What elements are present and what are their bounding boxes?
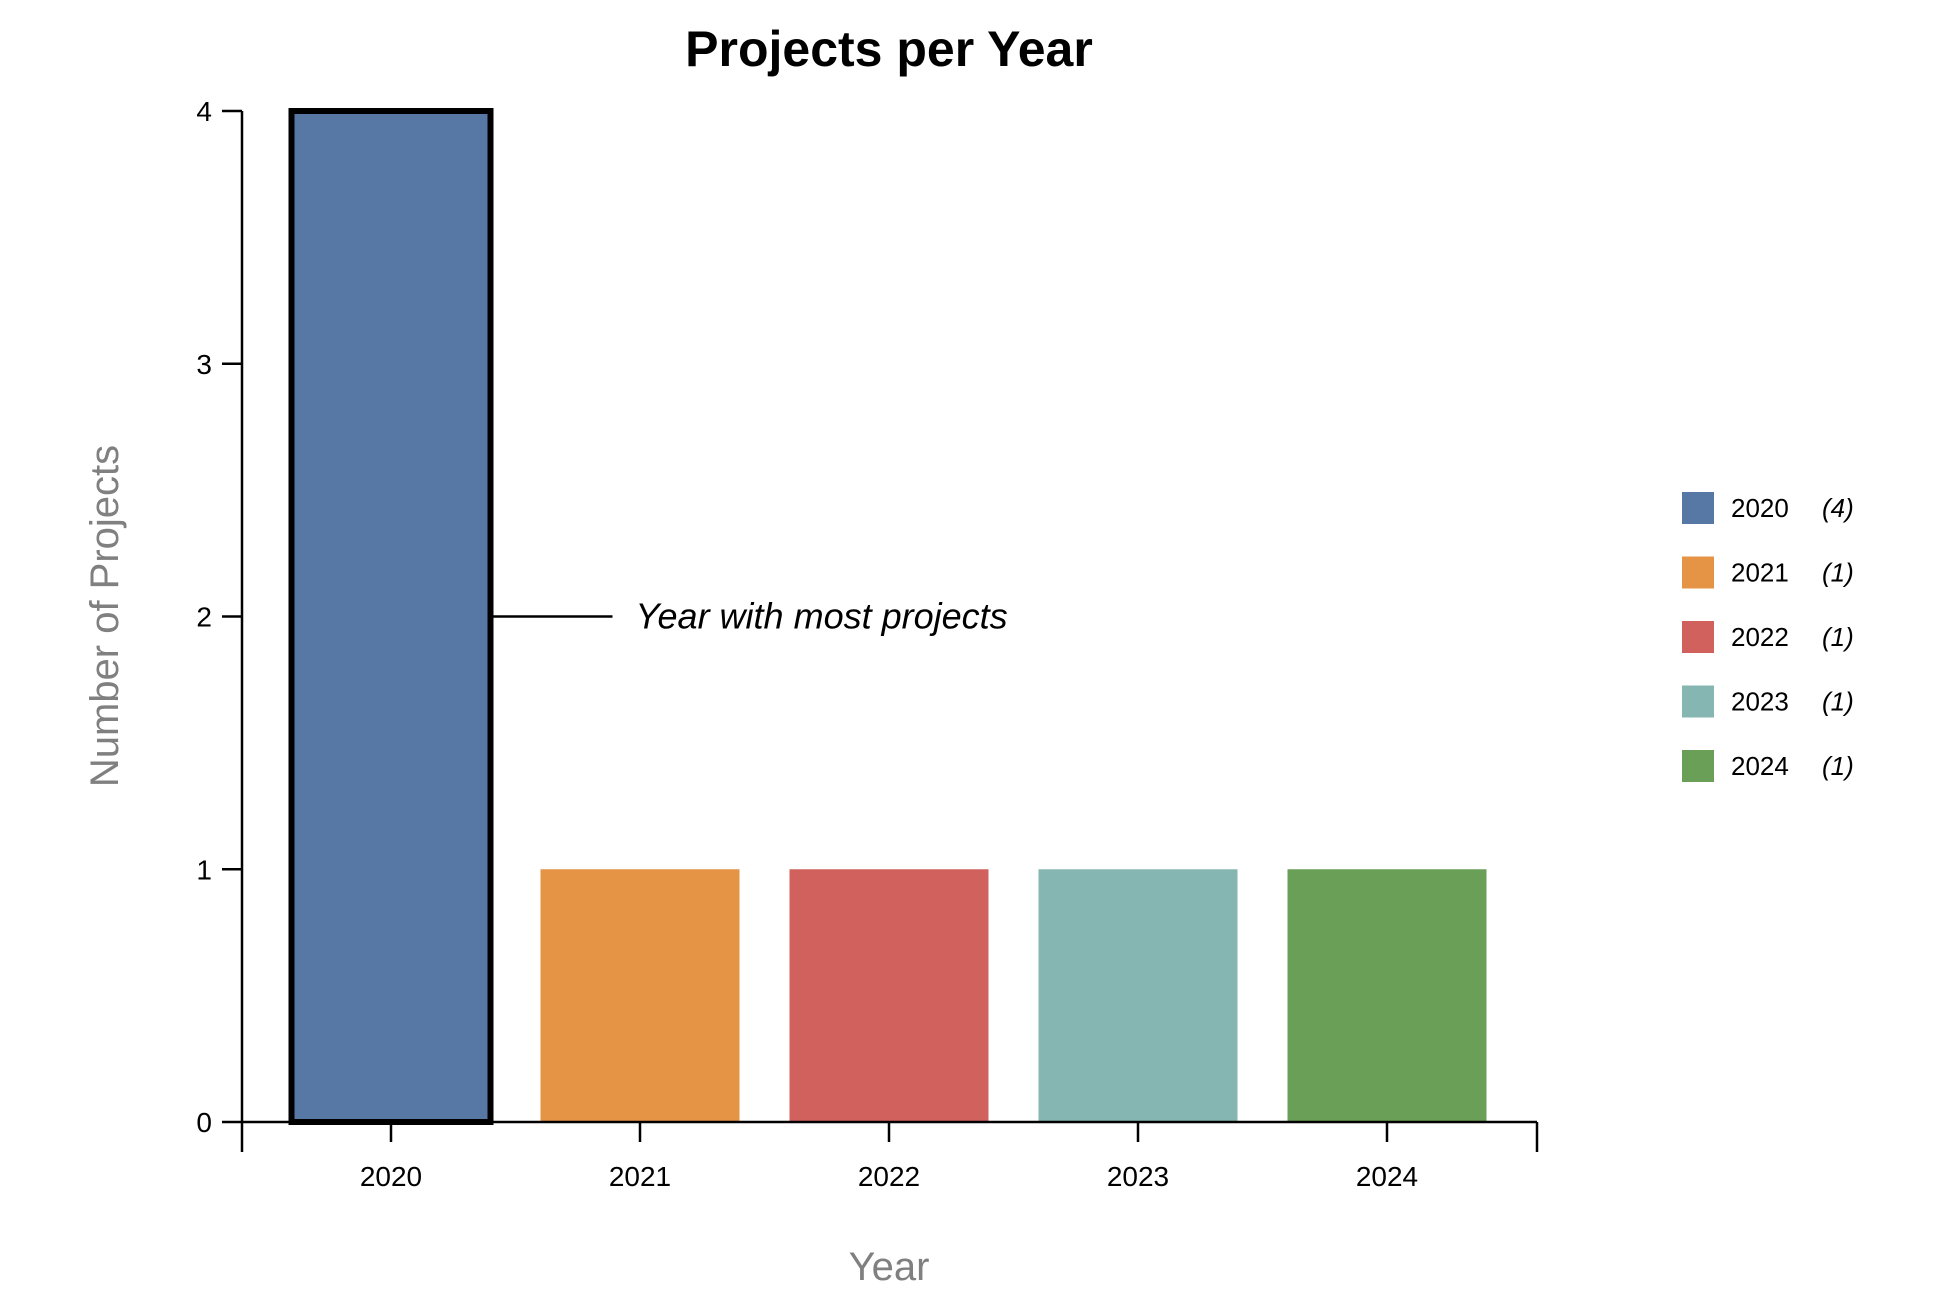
bar-2023 xyxy=(1038,869,1238,1122)
y-tick-label: 3 xyxy=(196,349,212,380)
y-tick-label: 4 xyxy=(196,96,212,127)
x-axis: 2020 2021 2022 2023 2024 xyxy=(240,1120,1539,1192)
annotation-text: Year with most projects xyxy=(636,596,1008,637)
x-tick-label: 2021 xyxy=(609,1161,671,1192)
x-axis-label: Year xyxy=(849,1245,930,1289)
legend-swatch-2021 xyxy=(1682,556,1714,589)
bar-2024 xyxy=(1287,869,1487,1122)
y-axis: 0 1 2 3 4 xyxy=(196,96,244,1138)
bar-2020 xyxy=(288,108,494,1125)
legend-label: 2022 xyxy=(1731,622,1789,652)
legend-count: (1) xyxy=(1822,622,1854,652)
legend-label: 2023 xyxy=(1731,687,1789,717)
annotation: Year with most projects xyxy=(493,596,1008,637)
y-axis-label: Number of Projects xyxy=(83,445,127,787)
bar-2021 xyxy=(540,869,740,1122)
legend-swatch-2022 xyxy=(1682,621,1714,653)
legend-count: (1) xyxy=(1822,751,1854,781)
legend-label: 2021 xyxy=(1731,558,1789,588)
bar-2022 xyxy=(789,869,989,1122)
y-tick-label: 1 xyxy=(196,854,212,885)
legend-count: (4) xyxy=(1822,493,1854,523)
chart-title: Projects per Year xyxy=(685,21,1093,77)
legend-swatch-2023 xyxy=(1682,685,1714,718)
legend-label: 2024 xyxy=(1731,751,1789,781)
legend-label: 2020 xyxy=(1731,493,1789,523)
x-tick-label: 2024 xyxy=(1356,1161,1418,1192)
legend: 2020 (4) 2021 (1) 2022 (1) 2023 (1) 2024 (1) xyxy=(1682,492,1854,782)
x-tick-label: 2023 xyxy=(1107,1161,1169,1192)
legend-swatch-2024 xyxy=(1682,750,1714,782)
y-tick-label: 0 xyxy=(196,1107,212,1138)
y-tick-label: 2 xyxy=(196,602,212,633)
x-tick-label: 2022 xyxy=(858,1161,920,1192)
legend-swatch-2020 xyxy=(1682,492,1714,524)
legend-count: (1) xyxy=(1822,558,1854,588)
x-tick-label: 2020 xyxy=(360,1161,422,1192)
legend-count: (1) xyxy=(1822,687,1854,717)
